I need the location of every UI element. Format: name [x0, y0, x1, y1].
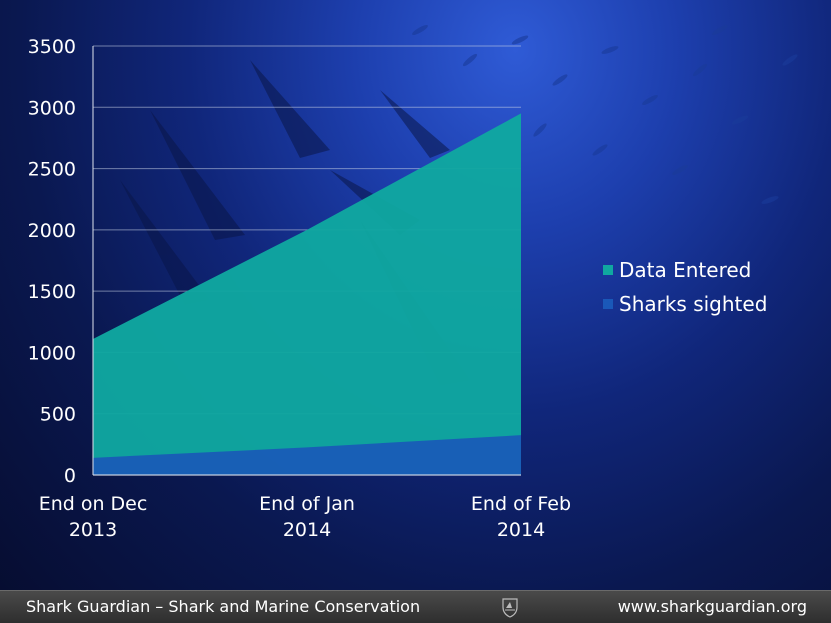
x-tick-label: End of Jan [259, 493, 355, 515]
x-tick-label: End on Dec [39, 493, 148, 515]
area-chart: 0 500 1000 1500 2000 2500 3000 3500 End on Dec 2… [28, 36, 767, 541]
x-tick-label: End of Feb [471, 493, 571, 515]
axes [92, 46, 521, 476]
y-tick-label: 0 [64, 465, 76, 487]
x-tick-label: 2014 [283, 519, 331, 541]
area-series-0 [93, 113, 521, 476]
x-axis-tick-labels: End on Dec 2013 End of Jan 2014 End of Feb 20… [39, 493, 571, 541]
y-tick-label: 500 [40, 404, 76, 426]
area-series-1 [93, 435, 521, 475]
y-tick-label: 2000 [28, 220, 76, 242]
legend-swatch [603, 299, 613, 309]
legend-label: Data Entered [619, 258, 751, 282]
legend: Data Entered Sharks sighted [603, 258, 767, 316]
x-tick-label: 2013 [69, 519, 117, 541]
footer-website-text: www.sharkguardian.org [617, 597, 807, 616]
y-tick-label: 2500 [28, 159, 76, 181]
legend-label: Sharks sighted [619, 292, 767, 316]
y-tick-label: 1500 [28, 281, 76, 303]
x-tick-label: 2014 [497, 519, 545, 541]
y-tick-label: 3000 [28, 97, 76, 119]
legend-swatch [603, 265, 613, 275]
shark-guardian-logo-icon [502, 598, 518, 618]
y-tick-label: 3500 [28, 36, 76, 58]
slide-footer: Shark Guardian – Shark and Marine Conser… [0, 590, 831, 623]
y-tick-label: 1000 [28, 342, 76, 364]
y-axis-tick-labels: 0 500 1000 1500 2000 2500 3000 3500 [28, 36, 76, 487]
series-areas [93, 113, 521, 476]
footer-organization-text: Shark Guardian – Shark and Marine Conser… [26, 597, 421, 616]
